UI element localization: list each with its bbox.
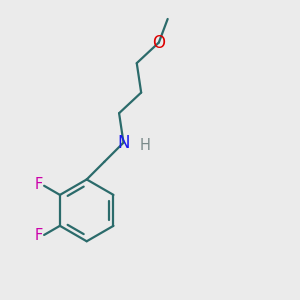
Text: F: F <box>34 177 43 192</box>
Text: F: F <box>34 228 43 243</box>
Text: O: O <box>152 34 165 52</box>
Text: H: H <box>140 138 151 153</box>
Text: N: N <box>117 134 130 152</box>
